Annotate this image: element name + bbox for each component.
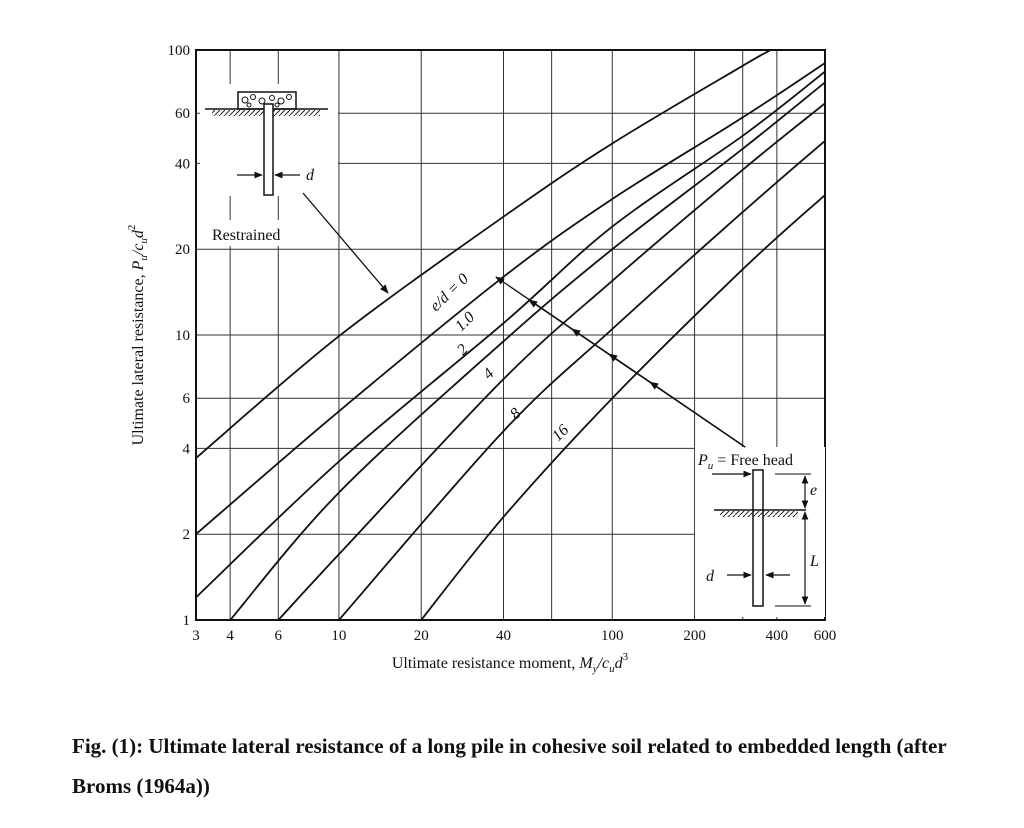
restrained-d-label: d [306, 167, 315, 184]
series-line-1 [196, 62, 825, 535]
x-tick-label-7: 200 [683, 628, 706, 644]
y-tick-label-8: 100 [168, 43, 191, 59]
restrained-leader-arrow [302, 192, 389, 294]
x-axis-title: Ultimate resistance moment, My/cud3 [392, 651, 629, 675]
y-tick-label-4: 10 [175, 328, 190, 344]
series-line-6 [420, 194, 825, 620]
y-tick-label-2: 4 [183, 441, 191, 457]
y-tick-label-7: 60 [175, 106, 190, 122]
y-tick-label-5: 20 [175, 242, 190, 258]
x-tick-label-9: 600 [814, 628, 837, 644]
curve-label-ed8: 8 [507, 405, 525, 423]
free-d-label: d [706, 568, 715, 585]
plot-frame [195, 49, 826, 621]
y-tick-labels: 1 2 4 6 10 20 40 60 100 [168, 43, 191, 629]
x-tick-label-6: 100 [601, 628, 624, 644]
e-label: e [810, 482, 817, 499]
x-tick-label-1: 4 [226, 628, 234, 644]
x-tick-label-2: 6 [275, 628, 283, 644]
y-tick-label-3: 6 [183, 391, 191, 407]
y-tick-label-6: 40 [175, 156, 190, 172]
series-line-5 [338, 140, 825, 620]
free-head-pile-inset: Pu = Free head e L d [695, 447, 825, 617]
series-line-2 [196, 70, 825, 599]
curve-label-ed1: 1.0 [452, 309, 478, 335]
pile [263, 103, 274, 196]
figure-caption: Fig. (1): Ultimate lateral resistance of… [72, 734, 947, 798]
curve-label-ed2: 2 [454, 341, 472, 359]
cap-aggregate [241, 94, 292, 108]
L-label: L [809, 553, 819, 570]
x-tick-label-0: 3 [192, 628, 200, 644]
series-line-4 [277, 102, 825, 620]
restrained-pile-inset: d [200, 84, 338, 196]
curve-label-ed16: 16 [549, 422, 572, 445]
series-line-0 [196, 50, 772, 459]
y-axis-title: Ultimate lateral resistance, Pu/cud2 [126, 225, 150, 446]
y-tick-label-1: 2 [183, 527, 191, 543]
x-tick-labels: 3 4 6 10 20 40 100 200 400 600 [192, 628, 836, 644]
curve-label-ed4: 4 [480, 365, 498, 383]
series-layer [196, 50, 825, 620]
restrained-label: Restrained [212, 227, 280, 244]
x-tick-label-3: 10 [331, 628, 346, 644]
x-tick-label-4: 20 [414, 628, 429, 644]
free-head-leader [495, 276, 746, 448]
y-tick-label-0: 1 [183, 613, 191, 629]
series-line-3 [229, 81, 825, 620]
pu-free-head-label: Pu = Free head [697, 452, 793, 472]
x-tick-label-5: 40 [496, 628, 511, 644]
free-pile [752, 469, 764, 607]
x-tick-label-8: 400 [766, 628, 789, 644]
